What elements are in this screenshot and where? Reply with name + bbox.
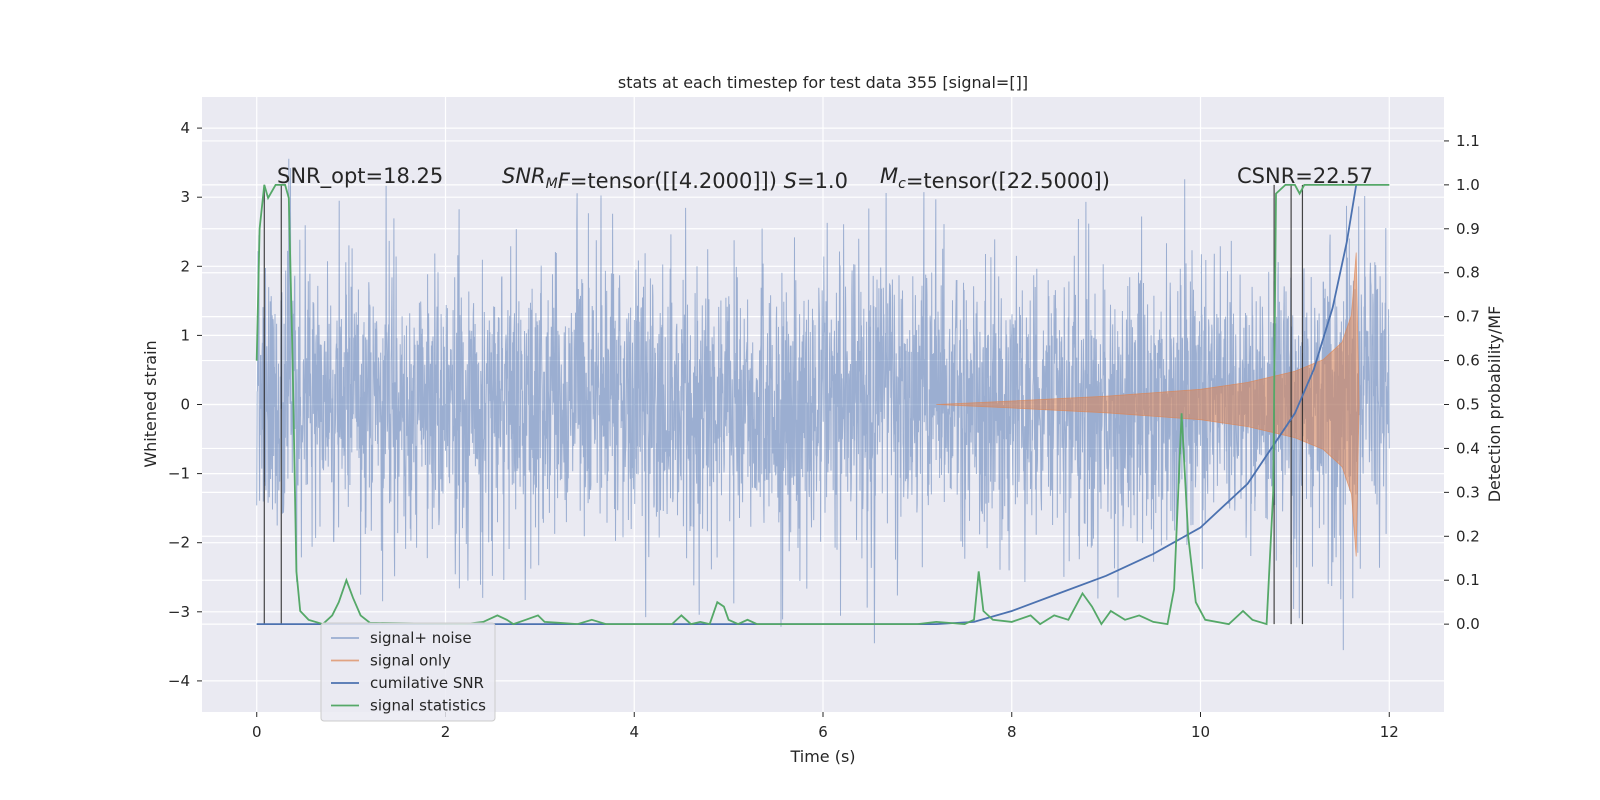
y-right-tick-label: 0.8 — [1456, 264, 1480, 282]
y-left-tick-label: −1 — [168, 465, 190, 483]
y-right-tick-label: 0.2 — [1456, 527, 1480, 545]
x-tick-label: 4 — [629, 723, 639, 741]
y-right-tick-label: 0.9 — [1456, 220, 1480, 238]
y-right-tick-label: 0.4 — [1456, 439, 1480, 457]
x-tick-label: 12 — [1380, 723, 1399, 741]
y-left-tick-label: 2 — [180, 257, 190, 275]
y-right-tick-label: 1.0 — [1456, 176, 1480, 194]
y-left-tick-label: 1 — [180, 326, 190, 344]
y-left-tick-label: −4 — [168, 672, 190, 690]
y-left-tick-label: 4 — [180, 119, 190, 137]
x-tick-label: 6 — [818, 723, 828, 741]
x-tick-label: 10 — [1191, 723, 1210, 741]
legend-label: cumilative SNR — [370, 674, 484, 692]
annotations: SNR_opt=18.25 SNRMF=tensor([[4.2000]]) S=… — [277, 164, 1373, 193]
y-axis-label-left: Whitened strain — [141, 340, 160, 467]
x-tick-label: 8 — [1007, 723, 1017, 741]
y-left-tick-label: 3 — [180, 188, 190, 206]
chart-title: stats at each timestep for test data 355… — [618, 73, 1028, 92]
x-axis-label: Time (s) — [789, 747, 855, 766]
annotation-mc: Mc=tensor([22.5000]) — [880, 164, 1110, 193]
y-left-tick-label: 0 — [180, 396, 190, 414]
annotation-snr-mf: SNRMF=tensor([[4.2000]]) S=1.0 — [502, 164, 848, 193]
y-left-tick-label: −3 — [168, 603, 190, 621]
detection-vlines — [263, 184, 1304, 625]
y-right-tick-label: 0.6 — [1456, 352, 1480, 370]
signal-noise-line — [256, 158, 1390, 651]
annotation-snr-opt: SNR_opt=18.25 — [277, 164, 443, 189]
signal-statistics-line — [255, 184, 1390, 626]
y-right-tick-label: 1.1 — [1456, 132, 1480, 150]
y-axis-label-right: Detection probability/MF — [1485, 306, 1504, 503]
x-tick-label: 2 — [441, 723, 451, 741]
y-right-tick-label: 0.0 — [1456, 615, 1480, 633]
signal-only-area — [936, 252, 1360, 557]
tick-labels: 0 2 4 6 8 10 12−4−3−2−1012340.00.10.20.30.40.5… — [168, 119, 1480, 741]
legend-label: signal+ noise — [370, 629, 472, 647]
signal-only-series — [936, 252, 1360, 557]
y-right-tick-label: 0.5 — [1456, 396, 1480, 414]
legend: signal+ noise signal only cumilative SNR si… — [320, 622, 496, 722]
signal-statistics-series — [255, 184, 1390, 626]
x-tick-label: 0 — [252, 723, 262, 741]
legend-label: signal only — [370, 652, 451, 670]
legend-label: signal statistics — [370, 697, 486, 715]
y-left-tick-label: −2 — [168, 534, 190, 552]
signal-noise-series — [256, 158, 1390, 651]
y-right-tick-label: 0.1 — [1456, 571, 1480, 589]
legend-box — [320, 622, 496, 722]
y-right-tick-label: 0.7 — [1456, 308, 1480, 326]
annotation-csnr: CSNR=22.57 — [1237, 164, 1373, 188]
y-right-tick-label: 0.3 — [1456, 483, 1480, 501]
